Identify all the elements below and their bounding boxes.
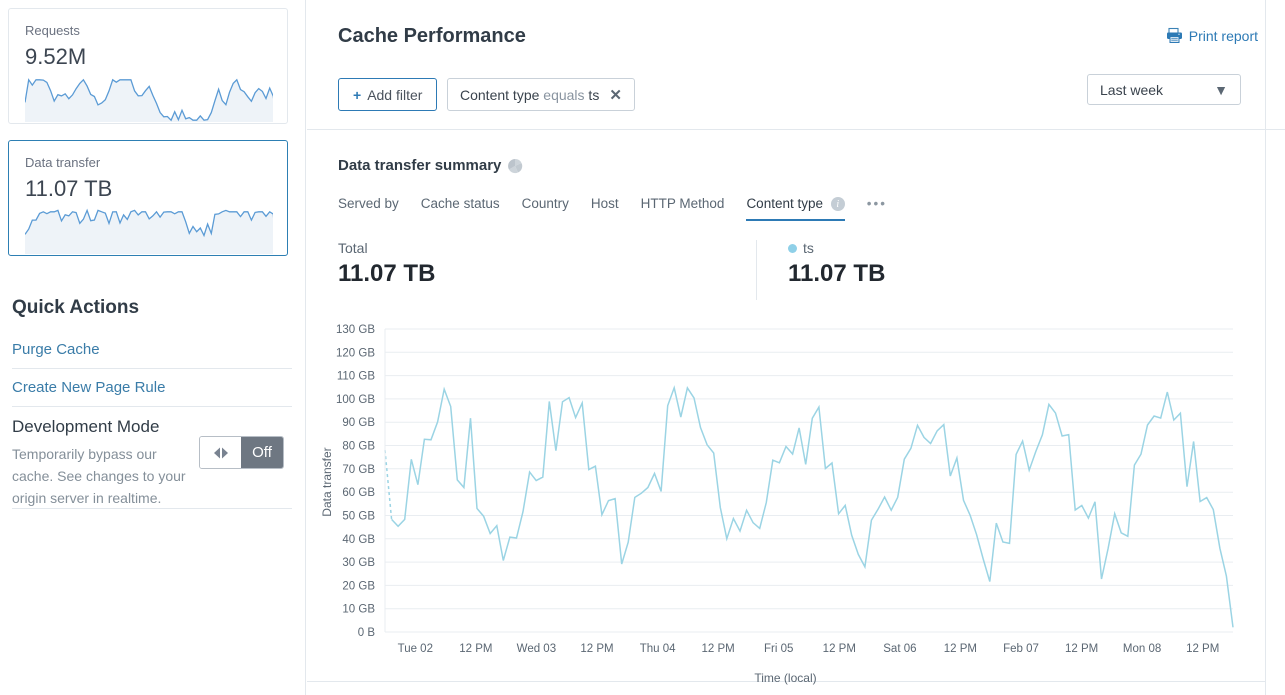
svg-text:12 PM: 12 PM (1186, 643, 1219, 655)
svg-text:Thu 04: Thu 04 (640, 643, 676, 655)
svg-text:130 GB: 130 GB (336, 324, 375, 336)
svg-text:Feb 07: Feb 07 (1003, 643, 1039, 655)
svg-text:10 GB: 10 GB (342, 604, 375, 616)
svg-text:70 GB: 70 GB (342, 464, 375, 476)
svg-text:40 GB: 40 GB (342, 534, 375, 546)
svg-text:50 GB: 50 GB (342, 511, 375, 523)
svg-text:60 GB: 60 GB (342, 487, 375, 499)
svg-text:90 GB: 90 GB (342, 417, 375, 429)
svg-text:12 PM: 12 PM (459, 643, 492, 655)
svg-text:12 PM: 12 PM (580, 643, 613, 655)
svg-text:12 PM: 12 PM (944, 643, 977, 655)
svg-text:Wed 03: Wed 03 (517, 643, 556, 655)
svg-text:120 GB: 120 GB (336, 347, 375, 359)
svg-text:12 PM: 12 PM (1065, 643, 1098, 655)
svg-text:0 B: 0 B (358, 627, 376, 639)
svg-text:20 GB: 20 GB (342, 580, 375, 592)
svg-text:Fri 05: Fri 05 (764, 643, 793, 655)
svg-text:12 PM: 12 PM (701, 643, 734, 655)
svg-text:Mon 08: Mon 08 (1123, 643, 1161, 655)
svg-text:80 GB: 80 GB (342, 441, 375, 453)
svg-text:30 GB: 30 GB (342, 557, 375, 569)
svg-text:Tue 02: Tue 02 (398, 643, 433, 655)
svg-text:100 GB: 100 GB (336, 394, 375, 406)
svg-text:Sat 06: Sat 06 (883, 643, 916, 655)
svg-text:110 GB: 110 GB (337, 371, 375, 383)
svg-text:12 PM: 12 PM (823, 643, 856, 655)
